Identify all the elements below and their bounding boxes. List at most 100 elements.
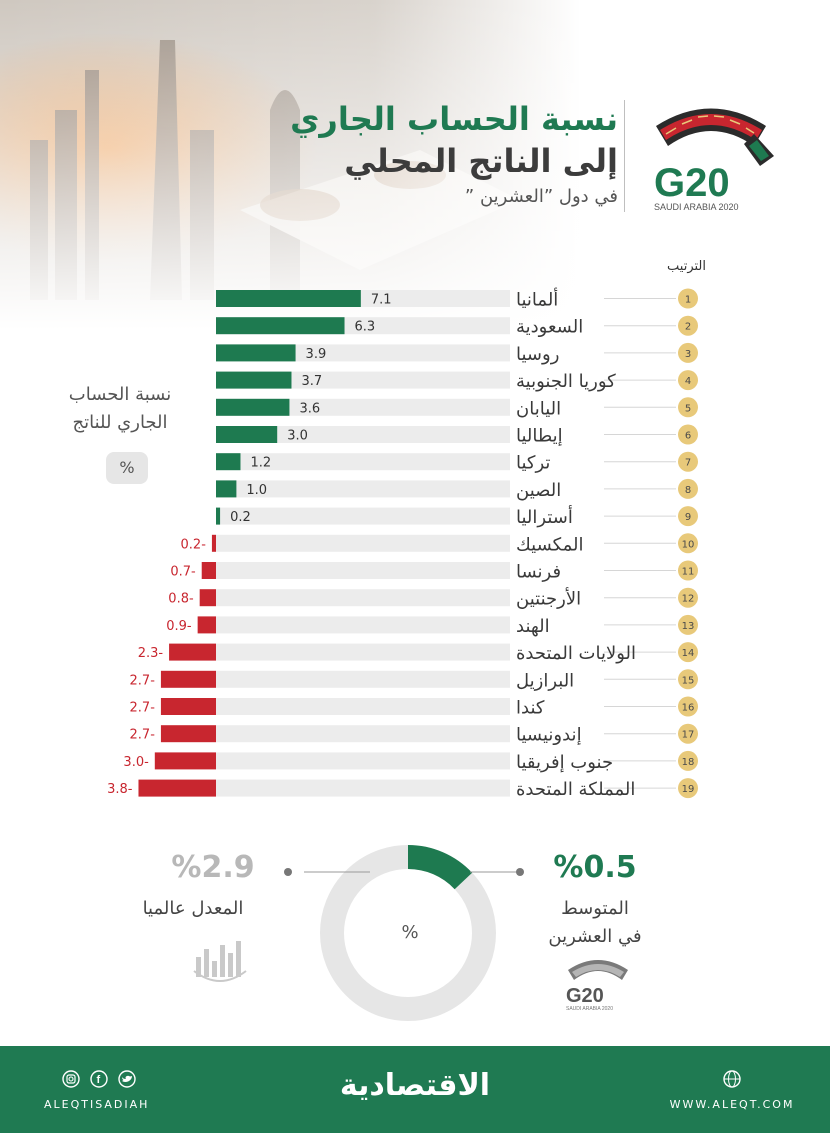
- g20-small-logo-subtitle: SAUDI ARABIA 2020: [566, 1006, 613, 1012]
- rank-badge: [678, 451, 698, 472]
- bar: [216, 371, 292, 389]
- value-label: 2.7-: [130, 701, 156, 716]
- rank-badge: [678, 560, 698, 581]
- value-label: 0.8-: [168, 592, 194, 607]
- bar-track: [216, 643, 510, 661]
- value-label: 0.9-: [166, 619, 192, 634]
- rank-badge: [678, 750, 698, 771]
- bar-track: [216, 534, 510, 552]
- bar: [160, 725, 216, 743]
- value-label: 3.0: [287, 429, 308, 444]
- bar: [216, 398, 290, 416]
- rank-number: 19: [682, 784, 695, 795]
- bar: [216, 344, 296, 362]
- bar-track: [216, 616, 510, 634]
- bar-track: [216, 779, 510, 797]
- g20-average-value: %0.5: [553, 850, 637, 885]
- rank-number: 2: [685, 322, 691, 333]
- y-axis-label-line2: الجاري للناتج: [72, 412, 168, 433]
- rank-number: 11: [682, 567, 695, 578]
- value-label: 3.8-: [107, 782, 133, 797]
- bar: [160, 698, 216, 715]
- value-label: 2.7-: [130, 673, 156, 688]
- rank-badge: [678, 614, 698, 635]
- rank-number: 18: [682, 757, 695, 768]
- g20-logo-small-icon: G20 SAUDI ARABIA 2020: [566, 960, 628, 1012]
- rank-number: 15: [682, 675, 695, 686]
- rank-number: 9: [685, 512, 691, 523]
- world-leader-dot: [284, 868, 292, 876]
- rank-badge: [678, 723, 698, 744]
- facebook-icon[interactable]: f: [90, 1070, 108, 1088]
- value-label: 3.9: [306, 347, 327, 362]
- bar: [216, 426, 278, 443]
- bar-track: [216, 480, 510, 498]
- twitter-icon[interactable]: [118, 1070, 136, 1088]
- category-label: اليابان: [516, 398, 561, 419]
- donut-center-label: %: [401, 922, 419, 943]
- rank-number: 17: [682, 730, 695, 741]
- rank-number: 6: [685, 431, 691, 442]
- bar: [169, 643, 216, 661]
- bar: [216, 453, 241, 471]
- bar-track: [216, 426, 510, 443]
- website-icon[interactable]: [722, 1069, 742, 1089]
- instagram-icon[interactable]: [62, 1070, 80, 1088]
- category-label: إيطاليا: [516, 426, 563, 447]
- bar: [211, 534, 216, 552]
- rank-number: 4: [685, 376, 691, 387]
- g20-logo-subtitle: SAUDI ARABIA 2020: [654, 202, 739, 212]
- y-axis-label-line1: نسبة الحساب: [68, 384, 172, 405]
- category-label: الولايات المتحدة: [516, 643, 636, 664]
- g20-small-logo-text: G20: [566, 985, 604, 1007]
- rank-number: 1: [685, 295, 691, 306]
- title-line-3: في دول ”العشرين ”: [464, 186, 618, 207]
- bar-track: [216, 589, 510, 607]
- rank-number: 7: [685, 458, 691, 469]
- bar: [216, 480, 237, 498]
- category-label: ألمانيا: [516, 288, 558, 311]
- value-label: 2.3-: [138, 646, 164, 661]
- rank-number: 14: [682, 648, 695, 659]
- globe-bars-icon: [193, 941, 247, 982]
- rank-number: 5: [685, 403, 691, 414]
- g20-leader-dot: [516, 868, 524, 876]
- social-handle[interactable]: ALEQTISADIAH: [44, 1098, 150, 1111]
- value-label: 0.2: [230, 510, 251, 525]
- footer: [0, 1046, 830, 1133]
- bar-track: [216, 562, 510, 579]
- rank-badge: [678, 478, 698, 499]
- bar-track: [216, 453, 510, 471]
- rank-badge: [678, 642, 698, 663]
- value-label: 6.3: [355, 320, 376, 335]
- rank-badge: [678, 696, 698, 717]
- rank-number: 13: [682, 621, 695, 632]
- value-label: 3.7: [301, 374, 322, 389]
- title-line-2: إلى الناتج المحلي: [344, 142, 618, 180]
- value-label: 7.1: [371, 293, 392, 308]
- bar: [160, 670, 216, 688]
- bar-track: [216, 752, 510, 770]
- bar: [138, 779, 216, 797]
- category-label: تركيا: [516, 453, 550, 474]
- website-url[interactable]: WWW.ALEQT.COM: [669, 1098, 795, 1111]
- bar-chart: 7.1 6.3 3.9 3.7 3.6 3.0 1.2 1.0 0.2 0.2- 0.7- 0.8- 0…: [107, 288, 698, 800]
- bar: [199, 589, 216, 607]
- rank-header: الترتيب: [667, 259, 706, 274]
- title-line-1: نسبة الحساب الجاري: [290, 100, 618, 138]
- title-divider: [624, 100, 625, 212]
- category-label: كوريا الجنوبية: [516, 371, 616, 392]
- category-label: الأرجنتين: [516, 588, 581, 610]
- g20-logo-text: G20: [654, 161, 730, 205]
- g20-logo-icon: G20 SAUDI ARABIA 2020: [654, 108, 774, 212]
- category-label: المملكة المتحدة: [516, 779, 635, 800]
- svg-text:f: f: [97, 1074, 101, 1086]
- category-label: إندونيسيا: [516, 725, 582, 746]
- bar: [154, 752, 216, 770]
- value-label: 2.7-: [130, 728, 156, 743]
- bar: [201, 562, 216, 579]
- average-donut-chart: [284, 845, 524, 1021]
- bar: [197, 616, 216, 634]
- category-label: جنوب إفريقيا: [516, 752, 613, 773]
- category-label: الهند: [516, 616, 550, 637]
